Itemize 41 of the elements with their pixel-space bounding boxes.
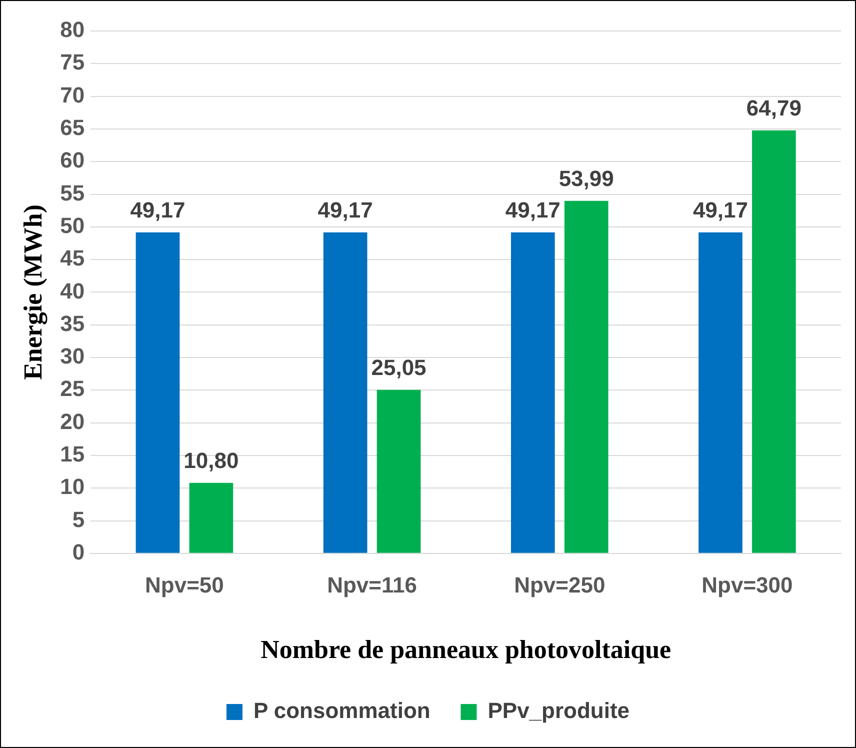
y-tick-label: 80 — [60, 17, 85, 42]
y-tick-label: 45 — [60, 246, 85, 271]
data-label: 64,79 — [746, 95, 802, 120]
data-label: 25,05 — [371, 354, 426, 380]
data-label: 49,17 — [130, 197, 186, 222]
y-tick-label: 0 — [72, 539, 85, 564]
bar — [510, 232, 555, 553]
bar — [323, 232, 368, 553]
y-tick-label: 55 — [60, 180, 85, 206]
y-axis-title: Energie (MWh) — [18, 204, 48, 380]
y-tick-label: 15 — [60, 442, 85, 467]
x-tick-label: Npv=250 — [514, 572, 606, 598]
y-tick-label: 70 — [60, 82, 85, 108]
bar — [698, 232, 742, 553]
bar — [752, 130, 796, 553]
bar — [564, 200, 608, 553]
y-tick-label: 25 — [60, 376, 85, 402]
data-label: 49,17 — [505, 197, 560, 222]
x-tick-label: Npv=300 — [702, 572, 793, 598]
y-tick-label: 60 — [60, 148, 85, 173]
x-tick-label: Npv=116 — [327, 572, 417, 598]
y-tick-label: 50 — [60, 212, 85, 238]
data-label: 49,17 — [692, 197, 748, 222]
bar — [376, 390, 421, 553]
y-tick-label: 5 — [72, 506, 85, 532]
y-tick-label: 10 — [60, 474, 85, 500]
data-label: 49,17 — [318, 197, 373, 222]
y-tick-label: 35 — [60, 310, 85, 336]
y-tick-label: 75 — [60, 50, 85, 75]
y-tick-label: 40 — [60, 278, 85, 304]
x-axis-title: Nombre de panneaux photovoltaique — [260, 635, 672, 664]
x-tick-label: Npv=50 — [145, 572, 224, 598]
y-tick-label: 20 — [60, 408, 85, 434]
data-label: 53,99 — [558, 166, 614, 191]
bar — [189, 482, 234, 553]
y-tick-label: 30 — [60, 344, 85, 369]
data-label: 10,80 — [184, 448, 239, 473]
bar — [136, 232, 180, 553]
legend-label: PPv_produite — [488, 698, 630, 724]
y-tick-label: 65 — [60, 115, 85, 140]
legend-label: P consommation — [253, 698, 430, 724]
